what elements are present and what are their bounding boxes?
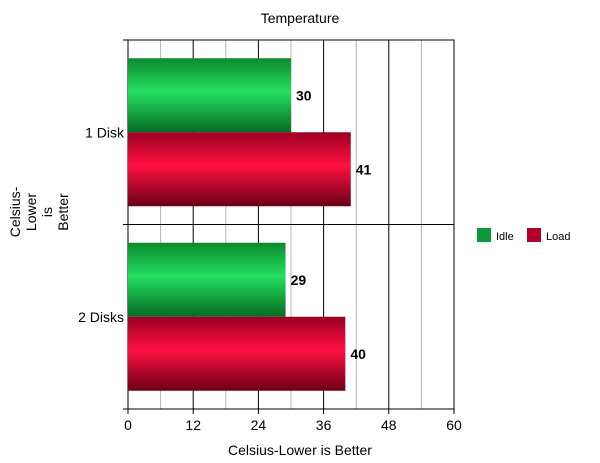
legend-label: Load — [546, 231, 570, 243]
x-tick-label: 48 — [381, 417, 397, 433]
x-tick-label: 0 — [124, 417, 132, 433]
y-axis-title-line: Celsius- — [7, 186, 23, 237]
value-labels: 30 41 29 40 — [291, 87, 372, 362]
category-labels: 1 Disk 2 Disks — [78, 124, 125, 325]
x-tick-label: 24 — [251, 417, 267, 433]
bar-value-label: 29 — [291, 272, 307, 288]
bars — [128, 58, 351, 391]
legend-label: Idle — [496, 231, 514, 243]
x-tick-labels: 0 12 24 36 48 60 — [124, 417, 462, 433]
bar-value-label: 30 — [296, 87, 312, 103]
x-axis-title: Celsius-Lower is Better — [228, 442, 372, 458]
y-axis-title-line: Better — [55, 193, 71, 231]
bar-idle-0 — [128, 58, 291, 133]
bar-idle-1 — [128, 242, 286, 317]
x-tick-label: 12 — [185, 417, 201, 433]
legend: Idle Load — [477, 228, 570, 243]
category-label: 2 Disks — [78, 309, 124, 325]
bar-load-0 — [128, 132, 351, 207]
chart-title: Temperature — [261, 10, 340, 26]
y-axis-title: Celsius- Lower is Better — [7, 186, 71, 237]
legend-swatch-idle — [477, 228, 491, 242]
x-tick-label: 36 — [316, 417, 332, 433]
legend-swatch-load — [527, 228, 541, 242]
bar-load-1 — [128, 316, 346, 391]
y-axis-title-line: is — [39, 207, 55, 217]
bar-value-label: 40 — [350, 346, 366, 362]
y-axis-title-line: Lower — [23, 193, 39, 231]
x-tick-label: 60 — [446, 417, 462, 433]
plot-frame — [123, 39, 455, 414]
bar-value-label: 41 — [356, 161, 372, 177]
category-label: 1 Disk — [85, 124, 125, 140]
